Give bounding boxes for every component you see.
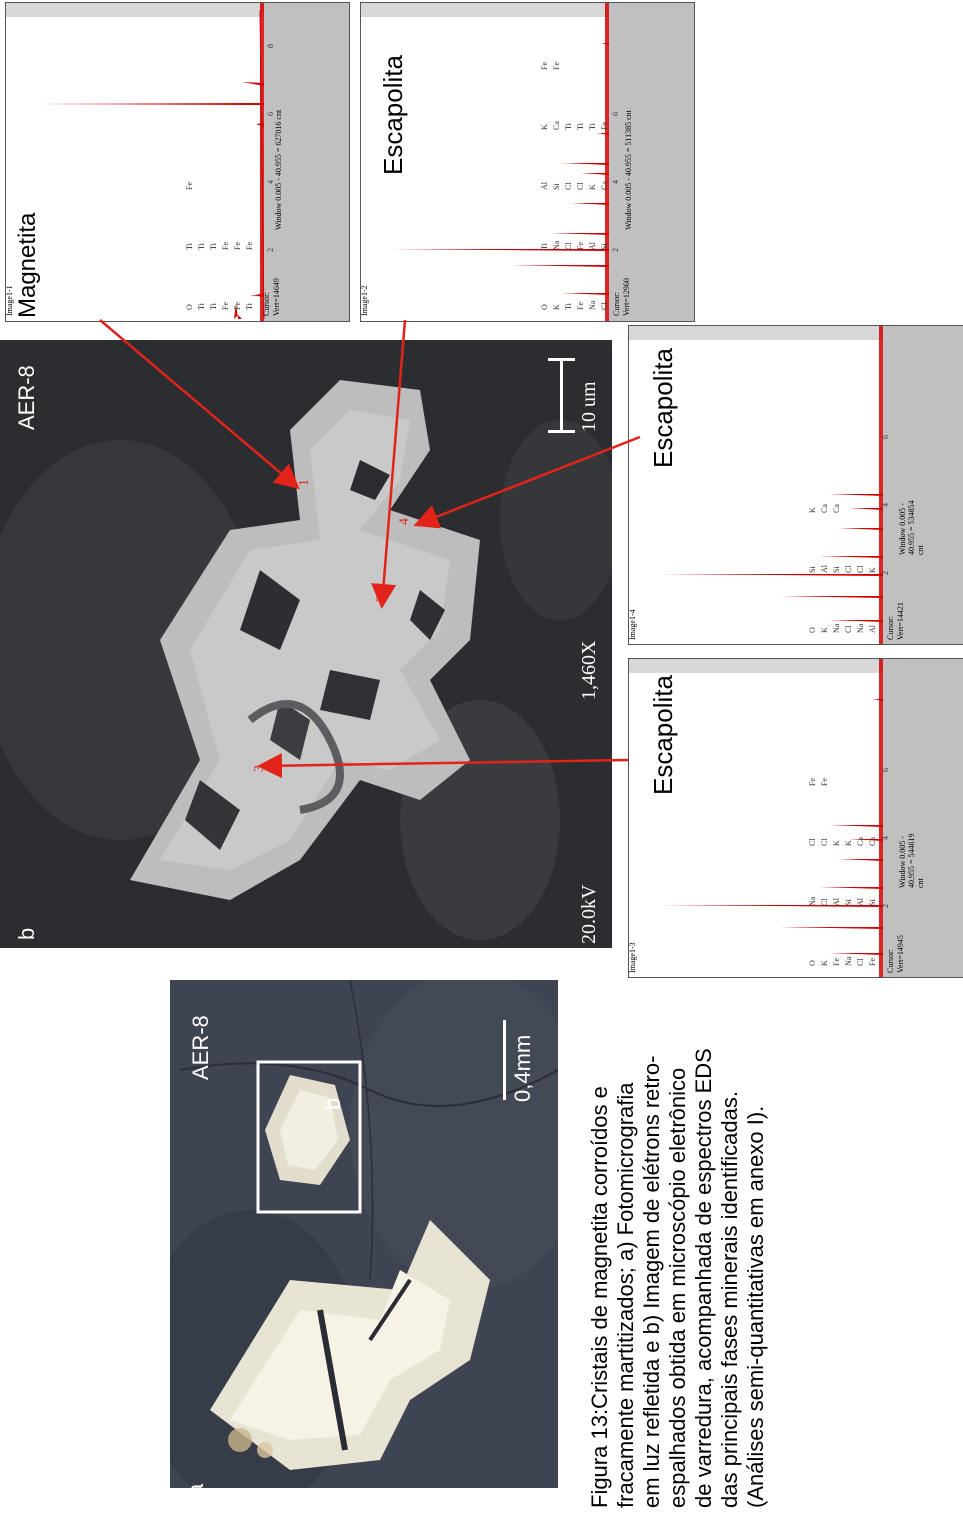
eds-spectrum-escapolita-3 xyxy=(628,658,963,978)
eds-spectrum-escapolita-2 xyxy=(360,2,695,322)
scale-bar-a xyxy=(503,1020,506,1100)
arrow-escapolita-4 xyxy=(413,435,641,529)
caption-line: fracamente martitizados; a) Fotomicrogra… xyxy=(613,1082,638,1509)
scale-bar-b xyxy=(560,358,563,432)
eds-spectrum-escapolita-4 xyxy=(628,325,963,645)
bse-image-b: 1 2 3 4 xyxy=(0,340,612,948)
photomicrograph-a xyxy=(170,980,558,1488)
arrow-magnetita xyxy=(99,319,300,490)
caption-line: (Análises semi-quantitativas em anexo I)… xyxy=(743,1105,768,1508)
caption-line: espalhados obtida em microscópio eletrôn… xyxy=(665,1067,690,1508)
point-4: 4 xyxy=(397,518,412,525)
eds-spectrum-magnetita xyxy=(5,2,350,322)
caption-line: Figura 13:Cristais de magnetita corroído… xyxy=(587,1086,612,1508)
inset-box xyxy=(256,1060,362,1214)
caption-line: de varredura, acompanhada de espectros E… xyxy=(691,1048,716,1508)
arrow-escapolita-2 xyxy=(371,319,407,609)
caption-line: em luz refletida e b) Imagem de elétrons… xyxy=(639,1055,664,1508)
arrow-escapolita-3 xyxy=(257,753,629,779)
caption-line: das principais fases minerais identifica… xyxy=(717,1091,742,1508)
point-1: 1 xyxy=(297,479,312,486)
